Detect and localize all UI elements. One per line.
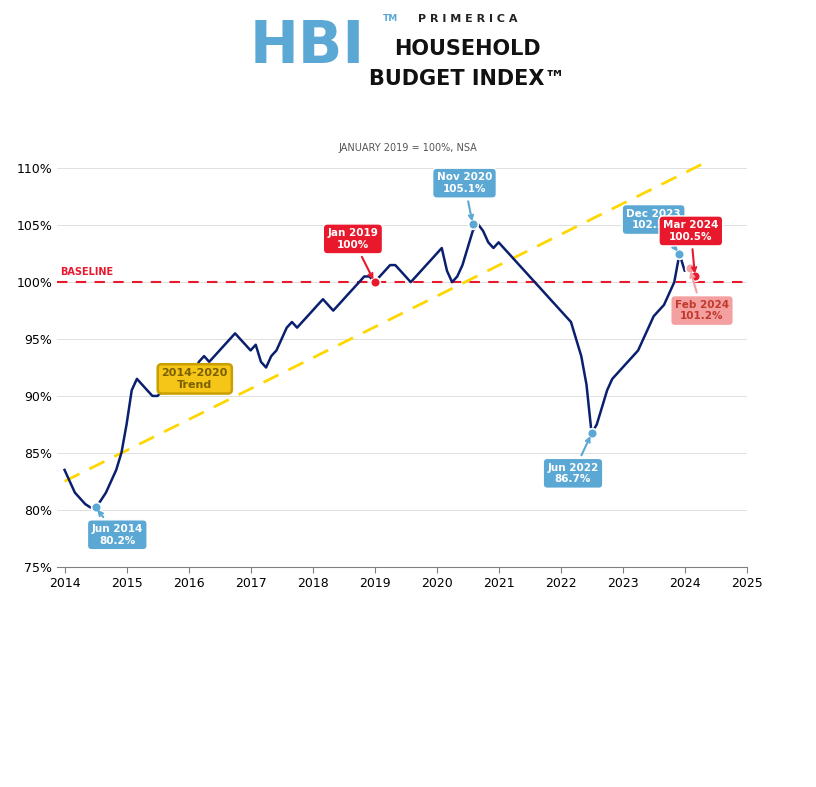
Text: Feb 2024
101.2%: Feb 2024 101.2% [675,273,729,321]
Text: HOUSEHOLD: HOUSEHOLD [394,39,541,59]
Text: The information contained herein is for information purposes only. The Household: The information contained herein is for … [20,634,603,717]
Text: Nov 2020
105.1%: Nov 2020 105.1% [437,172,492,219]
Text: JANUARY 2019 = 100%, NSA: JANUARY 2019 = 100%, NSA [339,143,477,153]
Text: Jun 2022
86.7%: Jun 2022 86.7% [548,438,599,484]
Text: Jan 2019
100%: Jan 2019 100% [327,228,379,278]
Text: TM: TM [383,14,398,23]
Text: PRIMERICA HBI™: PRIMERICA HBI™ [322,111,494,128]
Text: Jun 2014
80.2%: Jun 2014 80.2% [91,512,143,545]
Text: Dec 2023
102.5%: Dec 2023 102.5% [627,209,681,249]
Text: BUDGET INDEX™: BUDGET INDEX™ [369,69,565,89]
Text: 2014-2020
Trend: 2014-2020 Trend [162,368,228,390]
Text: BASELINE: BASELINE [60,267,113,277]
Text: Mar 2024
100.5%: Mar 2024 100.5% [663,220,719,272]
Text: P R I M E R I C A: P R I M E R I C A [418,13,517,24]
Text: HBI: HBI [250,18,365,76]
